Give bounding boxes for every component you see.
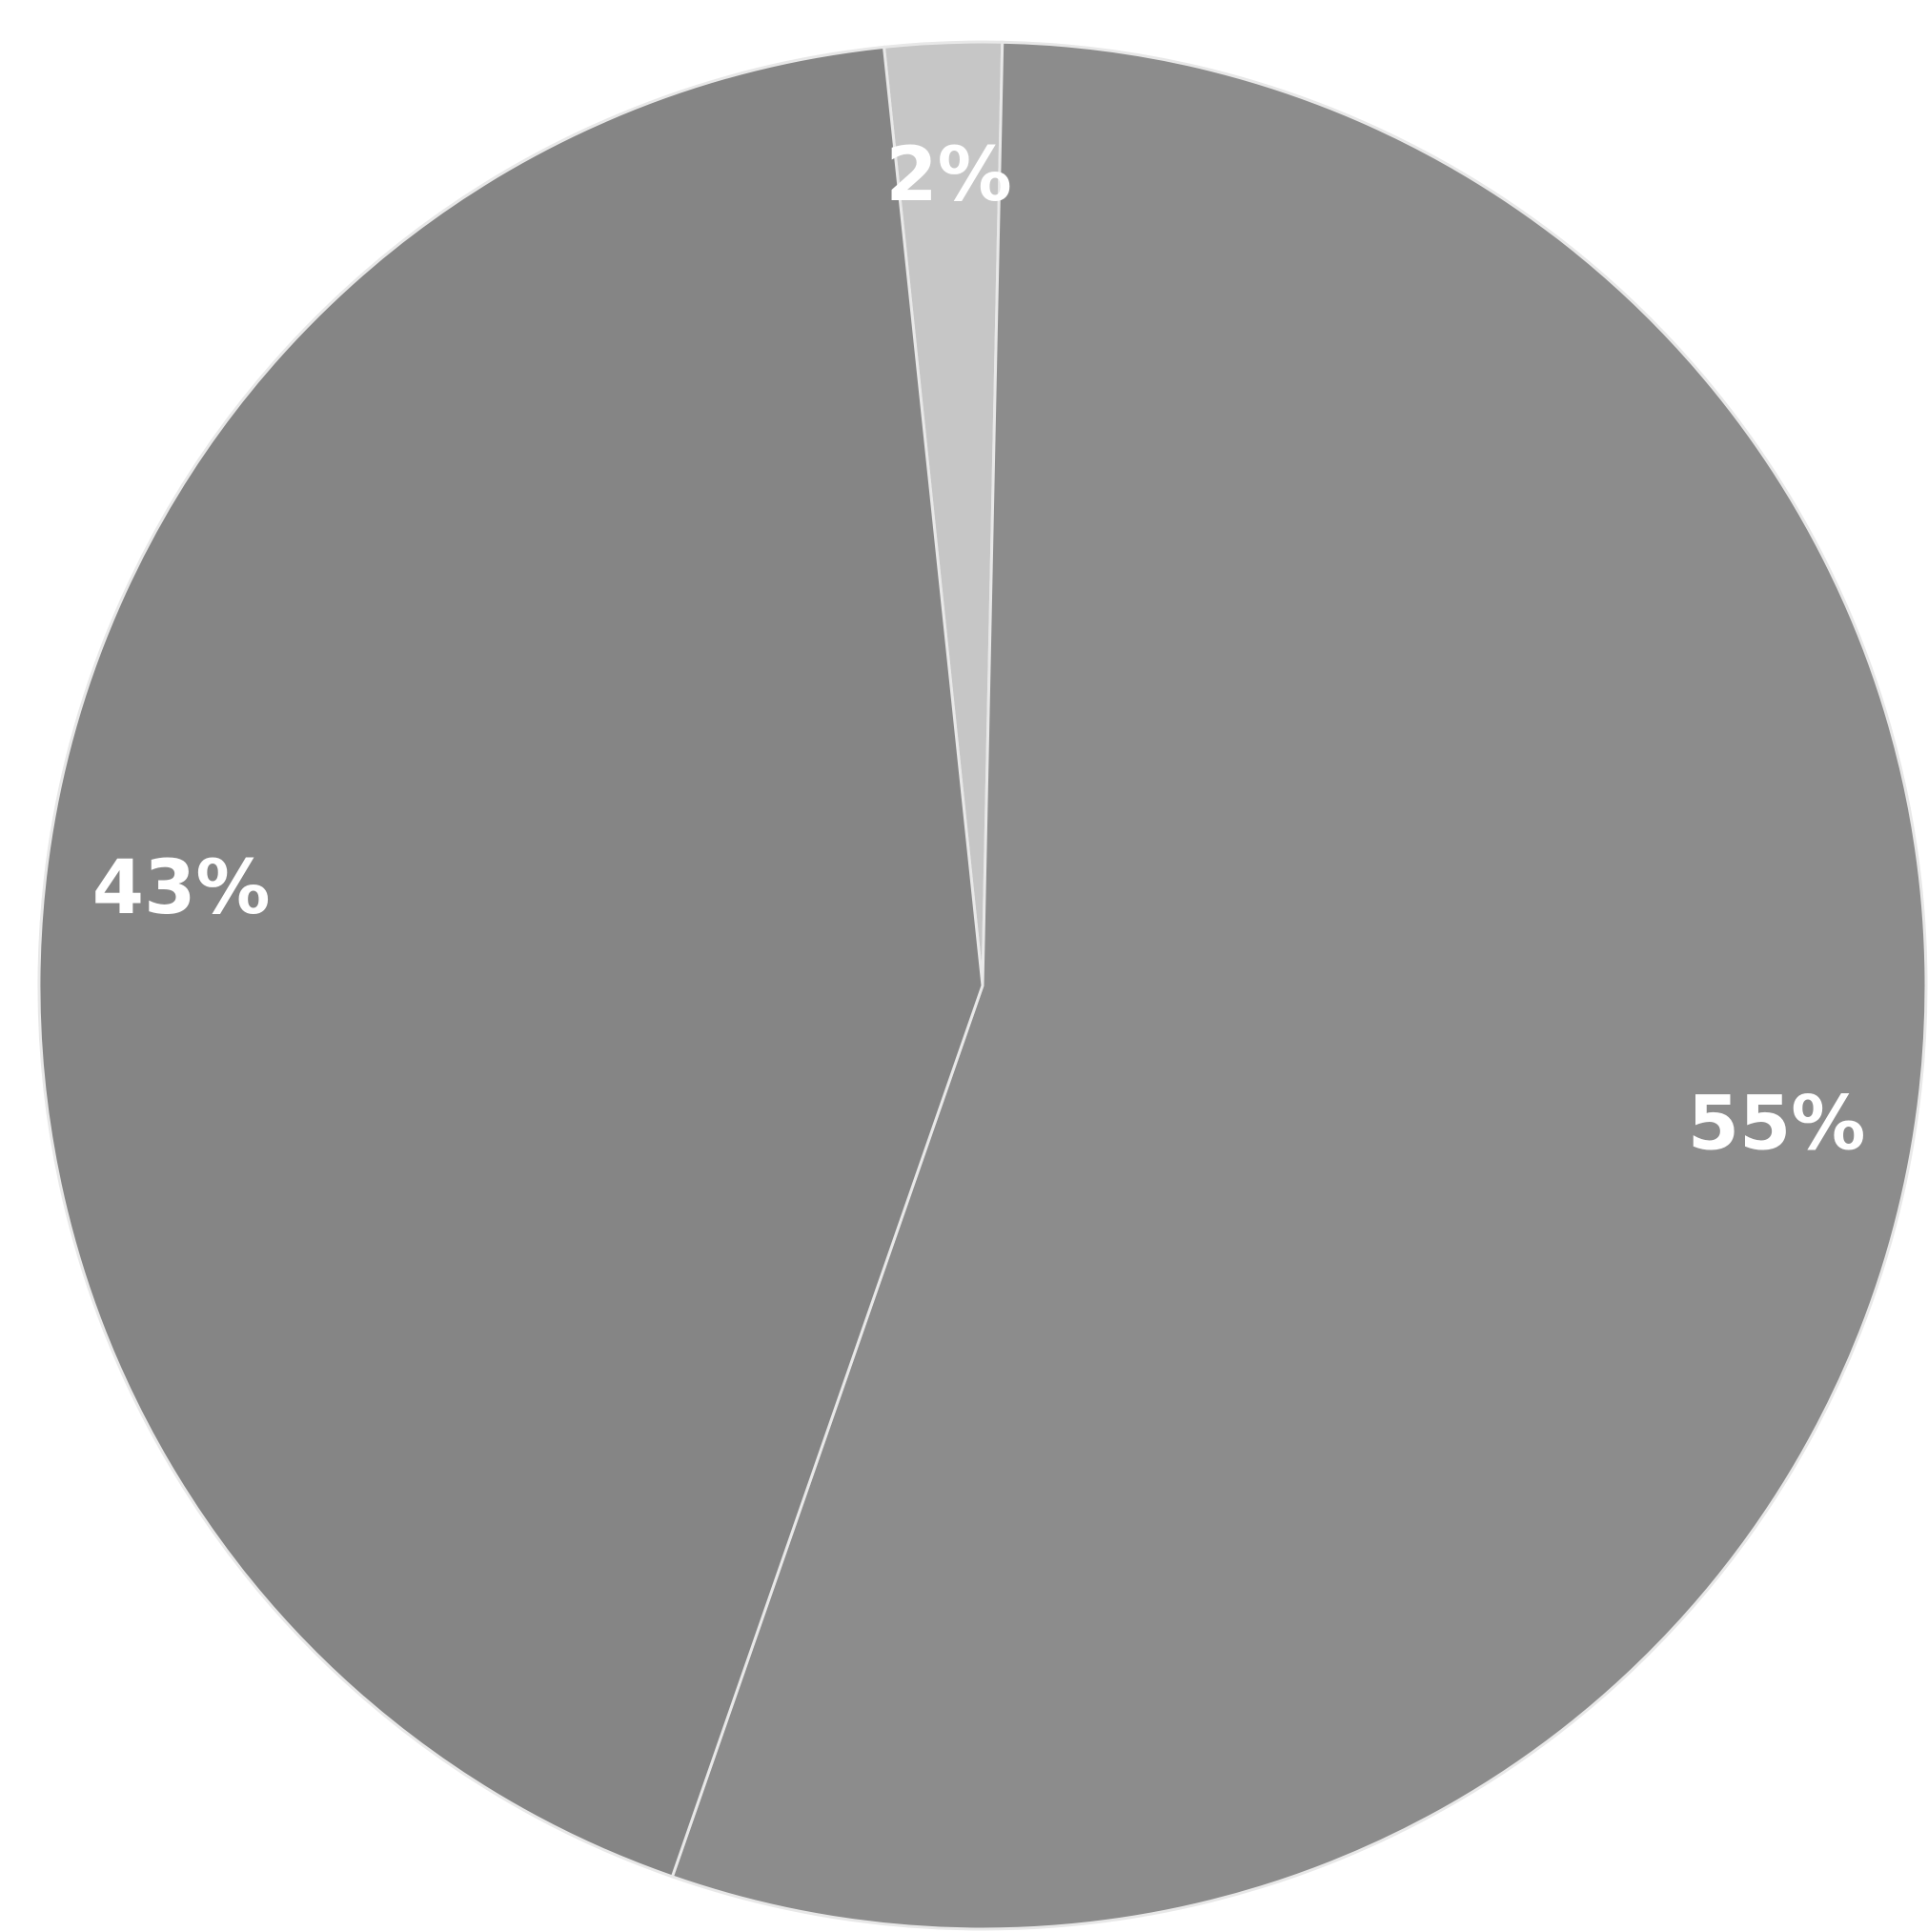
slice-label: 43% (92, 845, 271, 931)
slice-label: 2% (885, 132, 1011, 218)
chart: 2% 55% 43% (0, 0, 1928, 1932)
page: {"chart_data": {"type": "pie", "values":… (0, 0, 1928, 1932)
slice-label: 55% (1688, 1081, 1866, 1167)
